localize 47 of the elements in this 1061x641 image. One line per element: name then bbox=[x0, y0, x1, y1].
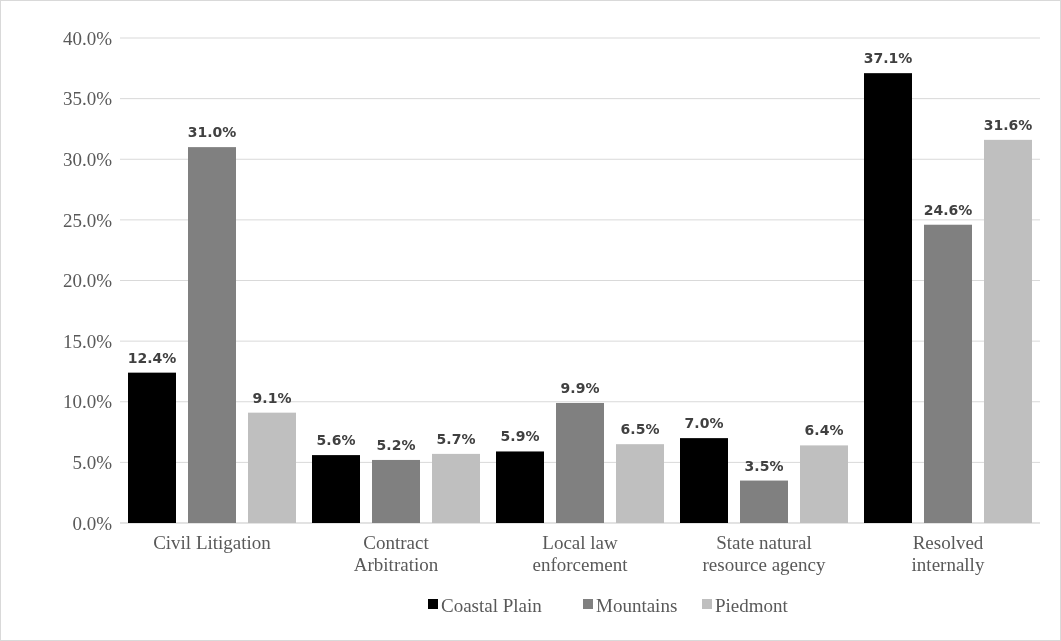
y-tick-label: 35.0% bbox=[62, 88, 113, 110]
data-label: 5.9% bbox=[500, 428, 540, 445]
data-label: 7.0% bbox=[684, 415, 724, 432]
bar bbox=[864, 73, 912, 523]
bar bbox=[496, 451, 544, 523]
data-label: 5.6% bbox=[316, 432, 356, 449]
legend-label: Coastal Plain bbox=[441, 594, 543, 616]
data-label: 6.4% bbox=[804, 422, 844, 439]
data-label: 5.7% bbox=[436, 430, 476, 447]
data-label: 24.6% bbox=[923, 201, 973, 218]
y-tick-label: 0.0% bbox=[72, 512, 113, 534]
bar bbox=[248, 412, 296, 523]
x-tick-label: State natural resource agency bbox=[702, 532, 826, 575]
data-label: 6.5% bbox=[620, 421, 660, 438]
y-tick-label: 25.0% bbox=[62, 209, 113, 231]
y-tick-label: 20.0% bbox=[62, 270, 113, 292]
legend-label: Piedmont bbox=[715, 594, 789, 616]
x-tick-label: Resolved internally bbox=[911, 532, 985, 575]
bar bbox=[556, 402, 604, 523]
x-tick-label: Civil Litigation bbox=[153, 532, 272, 553]
bar bbox=[984, 139, 1032, 523]
y-tick-label: 15.0% bbox=[62, 330, 113, 352]
bar bbox=[616, 444, 664, 523]
bar bbox=[432, 453, 480, 523]
data-label: 37.1% bbox=[863, 50, 913, 67]
bar bbox=[924, 224, 972, 523]
bar bbox=[800, 445, 848, 523]
data-label: 5.2% bbox=[376, 436, 416, 453]
y-tick-label: 5.0% bbox=[72, 452, 113, 474]
y-tick-label: 10.0% bbox=[62, 391, 113, 413]
y-tick-label: 30.0% bbox=[62, 148, 113, 170]
data-label: 3.5% bbox=[744, 457, 784, 474]
bar bbox=[680, 438, 728, 523]
data-label: 9.1% bbox=[252, 389, 292, 406]
bar bbox=[188, 147, 236, 523]
data-label: 31.0% bbox=[187, 124, 237, 141]
x-tick-label: Contract Arbitration bbox=[353, 532, 439, 575]
bar bbox=[312, 455, 360, 523]
data-label: 9.9% bbox=[560, 379, 600, 396]
data-label: 12.4% bbox=[127, 349, 177, 366]
data-label: 31.6% bbox=[983, 116, 1033, 133]
x-tick-label: Local law enforcement bbox=[532, 532, 629, 575]
bar bbox=[372, 459, 420, 523]
y-tick-label: 40.0% bbox=[62, 27, 113, 49]
legend-label: Mountains bbox=[596, 594, 678, 616]
bar bbox=[128, 372, 176, 523]
bar bbox=[740, 480, 788, 523]
